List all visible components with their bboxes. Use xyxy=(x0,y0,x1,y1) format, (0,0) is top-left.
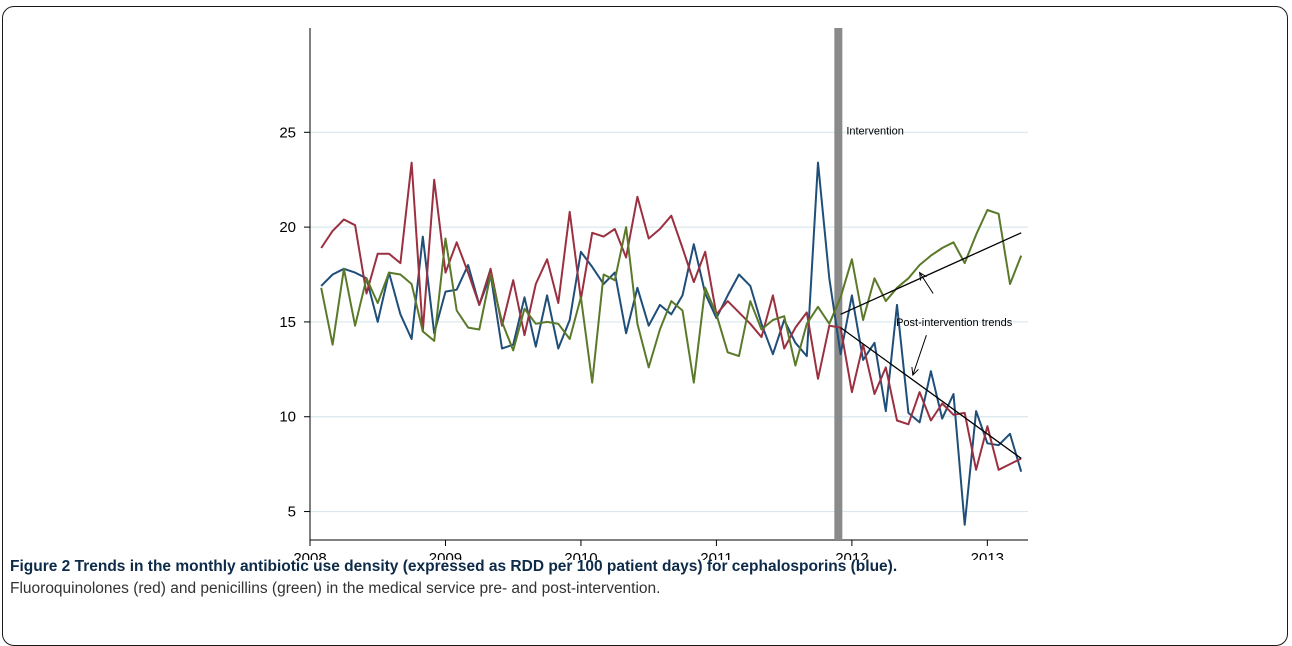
annotation-arrow-shaft xyxy=(919,272,934,294)
x-tick-label: 2011 xyxy=(700,550,732,560)
trend-line-upper xyxy=(840,232,1022,315)
annotation-arrow-shaft xyxy=(912,335,927,376)
x-tick-label: 2012 xyxy=(835,550,868,560)
ticks: 5 10 15 20 25 2008 2009 2010 2011 2012 2013 xyxy=(279,124,1004,560)
x-tick-label: 2013 xyxy=(971,550,1004,560)
y-tick-label: 15 xyxy=(279,314,296,331)
series xyxy=(320,161,1023,526)
annotation-arrowhead xyxy=(918,271,927,281)
trend-lines xyxy=(840,232,1022,459)
y-tick-label: 25 xyxy=(279,124,296,141)
annotation-arrowhead xyxy=(911,367,919,377)
y-tick-label: 5 xyxy=(288,504,296,521)
x-tick-label: 2010 xyxy=(564,550,597,560)
caption-body: Fluoroquinolones (red) and penicillins (… xyxy=(10,580,661,597)
x-tick-label: 2009 xyxy=(429,550,462,560)
line-chart: 5 10 15 20 25 2008 2009 2010 2011 2012 2013 Interv… xyxy=(279,28,1028,560)
y-tick-label: 20 xyxy=(279,219,296,236)
caption-title: Figure 2 Trends in the monthly antibioti… xyxy=(10,558,898,575)
axes xyxy=(309,28,1028,541)
figure-caption: Figure 2 Trends in the monthly antibioti… xyxy=(10,556,1280,600)
trend-line-lower xyxy=(840,327,1022,459)
series-line-cephalosporins xyxy=(320,161,1023,526)
intervention-label: Intervention xyxy=(846,125,903,137)
x-tick-label: 2008 xyxy=(293,550,326,560)
intervention-marker: Intervention xyxy=(834,28,904,540)
post-intervention-trends-label: Post-intervention trends xyxy=(896,317,1013,329)
annotation: Post-intervention trends xyxy=(896,271,1013,377)
series-line-penicillins xyxy=(320,209,1023,384)
series-line-fluoroquinolones xyxy=(320,161,1022,471)
y-tick-label: 10 xyxy=(279,409,296,426)
intervention-bar xyxy=(834,28,843,540)
